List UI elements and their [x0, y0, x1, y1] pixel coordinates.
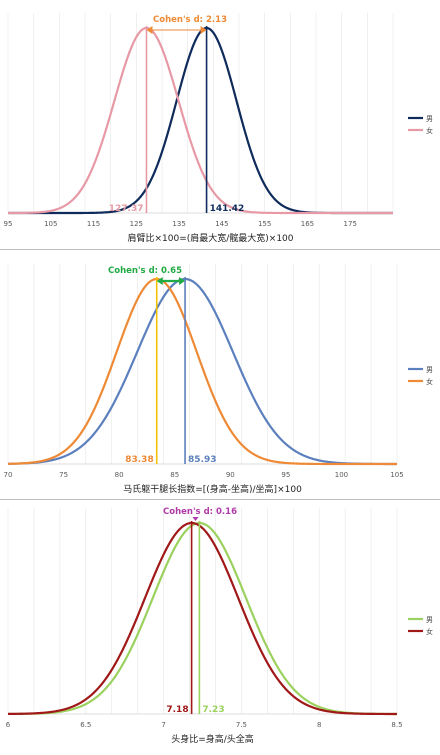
mean-label: 7.23 [202, 705, 224, 715]
x-tick-label: 80 [115, 471, 124, 479]
x-tick-label: 95 [281, 471, 290, 479]
divider [0, 249, 440, 250]
legend-label: 女 [426, 377, 433, 386]
x-tick-label: 8.5 [391, 721, 402, 729]
arrow-head-left [156, 277, 163, 285]
x-tick-label: 6.5 [80, 721, 91, 729]
x-axis-title: 肩臂比×100=(肩最大宽/髋最大宽)×100 [127, 232, 293, 244]
mean-label: 127.37 [109, 204, 144, 214]
legend-label: 男 [426, 616, 433, 624]
legend-label: 男 [426, 366, 433, 374]
x-tick-label: 90 [226, 471, 235, 479]
x-tick-label: 105 [390, 471, 403, 479]
x-tick-label: 105 [44, 220, 57, 228]
chart-panel-3: 7.23 7.18 6 6.5 7 7.5 8 8.5 头身比=身高/头全高 男女 Cohen's … [0, 501, 440, 751]
x-tick-label: 75 [59, 471, 68, 479]
series-curve-female [7, 521, 397, 716]
x-tick-label: 115 [87, 220, 100, 228]
x-tick-label: 70 [4, 471, 13, 479]
x-tick-label: 165 [301, 220, 314, 228]
legend-label: 男 [426, 115, 433, 123]
x-tick-label: 125 [130, 220, 143, 228]
x-tick-label: 155 [258, 220, 271, 228]
chart-panel-1: 141.42 127.37 95 105 115 125 135 145 155 165 175 肩臂… [0, 0, 440, 248]
divider [0, 499, 440, 500]
cohens-d-annotation: Cohen's d: 2.13 [153, 15, 227, 25]
x-axis-title: 头身比=身高/头全高 [171, 733, 254, 745]
legend-label: 女 [426, 126, 433, 135]
mean-label: 141.42 [210, 204, 245, 214]
series-curve-female [7, 277, 397, 466]
mean-label: 7.18 [166, 705, 188, 715]
chart-panel-2: 85.93 83.38 70 75 80 85 90 95 100 105 马氏躯干腿长指数=[(身… [0, 251, 440, 498]
x-tick-label: 85 [170, 471, 179, 479]
series-curve-male [8, 26, 393, 215]
x-tick-label: 7.5 [236, 721, 247, 729]
mean-label: 85.93 [188, 455, 216, 465]
series-curve-male [7, 521, 398, 716]
leg-length-index-chart: 85.93 83.38 70 75 80 85 90 95 100 105 马氏躯干腿长指数=[(身… [4, 264, 433, 495]
arrow-head-left [146, 26, 153, 34]
arrow-head-down [192, 517, 199, 521]
cohens-d-annotation: Cohen's d: 0.65 [108, 266, 182, 276]
legend-label: 女 [426, 627, 433, 636]
x-tick-label: 175 [344, 220, 357, 228]
x-tick-label: 6 [6, 721, 11, 729]
x-tick-label: 7 [161, 721, 165, 729]
cohens-d-annotation: Cohen's d: 0.16 [163, 507, 237, 517]
x-tick-label: 8 [317, 721, 321, 729]
shoulder-hip-ratio-chart: 141.42 127.37 95 105 115 125 135 145 155 165 175 肩臂… [4, 13, 433, 244]
x-tick-label: 100 [335, 471, 348, 479]
series-curve-female [8, 26, 393, 215]
mean-label: 83.38 [125, 455, 153, 465]
arrow-head-right [179, 277, 186, 285]
series-curve-male [7, 277, 397, 466]
x-tick-label: 135 [172, 220, 185, 228]
x-tick-label: 95 [4, 220, 13, 228]
x-tick-label: 145 [215, 220, 228, 228]
head-body-ratio-chart: 7.23 7.18 6 6.5 7 7.5 8 8.5 头身比=身高/头全高 男女 Cohen's … [6, 507, 433, 745]
arrow-head-right [200, 26, 207, 34]
x-axis-title: 马氏躯干腿长指数=[(身高-坐高)/坐高]×100 [123, 483, 302, 495]
